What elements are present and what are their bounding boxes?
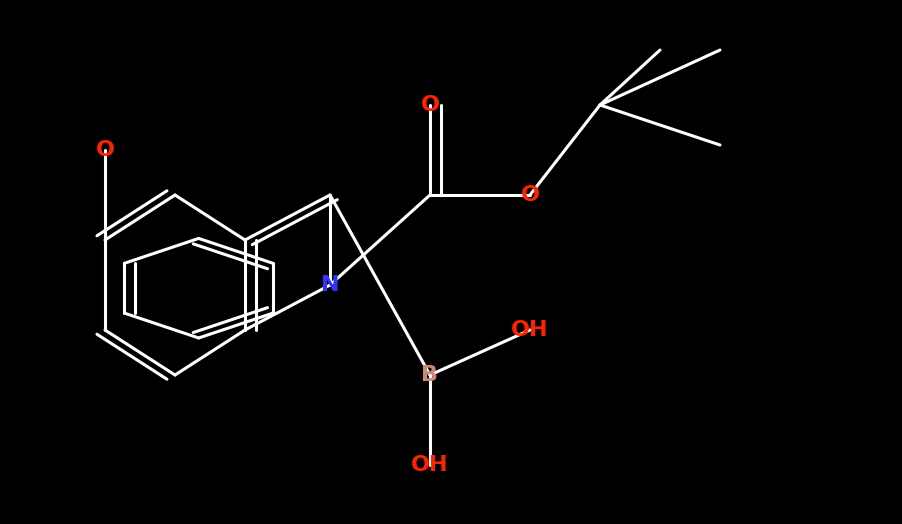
Text: B: B [421, 365, 438, 385]
Text: N: N [320, 275, 339, 295]
Text: OH: OH [511, 320, 548, 340]
Text: O: O [96, 140, 115, 160]
Text: O: O [520, 185, 538, 205]
Text: O: O [420, 95, 439, 115]
Text: OH: OH [410, 455, 448, 475]
